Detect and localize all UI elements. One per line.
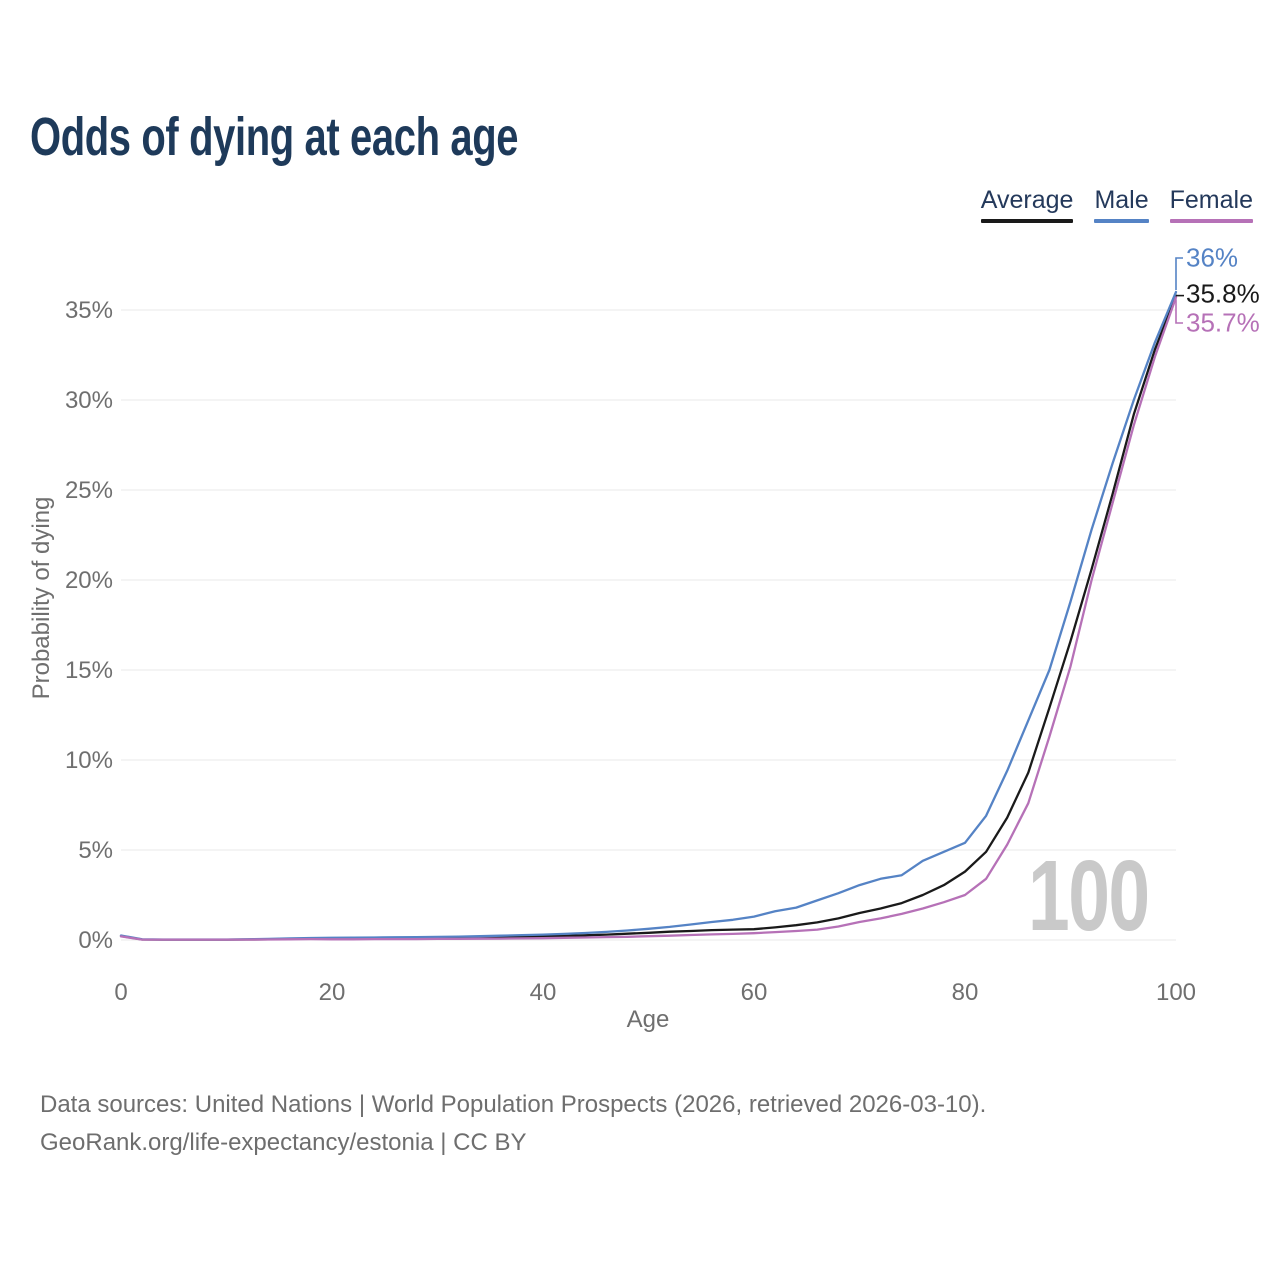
legend-item-female[interactable]: Female [1169,186,1253,223]
series-line-average [119,294,1178,941]
legend-swatch-female [1169,218,1253,223]
series-line-female [119,296,1178,941]
y-tick-label: 10% [65,747,113,774]
x-tick-label: 100 [1156,979,1196,1006]
connector-female [1175,299,1183,324]
x-tick-label: 0 [114,979,127,1006]
data-sources-footer: Data sources: United Nations | World Pop… [40,1086,986,1162]
legend-item-male[interactable]: Male [1094,186,1149,223]
legend-swatch-male [1094,218,1149,223]
y-axis-title: Probability of dying [28,496,55,700]
y-tick-label: 25% [65,477,113,504]
y-tick-label: 20% [65,567,113,594]
legend-label-male: Male [1094,186,1149,214]
x-axis-title: Age [626,1006,670,1033]
series-line-male [119,290,1178,941]
legend: Average Male Female [980,186,1253,223]
end-label-female: 35.7% [1186,307,1260,338]
x-tick-label: 20 [319,979,346,1006]
footer-line-1: Data sources: United Nations | World Pop… [40,1091,987,1118]
end-label-male: 36% [1186,242,1239,273]
x-tick-label: 60 [741,979,768,1006]
footer-line-2: GeoRank.org/life-expectancy/estonia | CC… [40,1129,527,1156]
y-tick-label: 5% [78,837,113,864]
chart-title: Odds of dying at each age [30,107,519,167]
legend-swatch-average [980,218,1074,223]
legend-item-average[interactable]: Average [980,186,1074,223]
y-tick-label: 15% [65,657,113,684]
hovered-age-watermark: 100 [1028,840,1150,952]
y-tick-label: 0% [78,927,113,954]
end-label-average: 35.8% [1186,278,1260,309]
x-tick-label: 80 [952,979,979,1006]
connector-male [1175,257,1183,290]
legend-label-average: Average [980,186,1074,214]
x-tick-label: 40 [530,979,557,1006]
y-tick-label: 35% [65,297,113,324]
y-tick-label: 30% [65,387,113,414]
legend-label-female: Female [1169,186,1253,214]
